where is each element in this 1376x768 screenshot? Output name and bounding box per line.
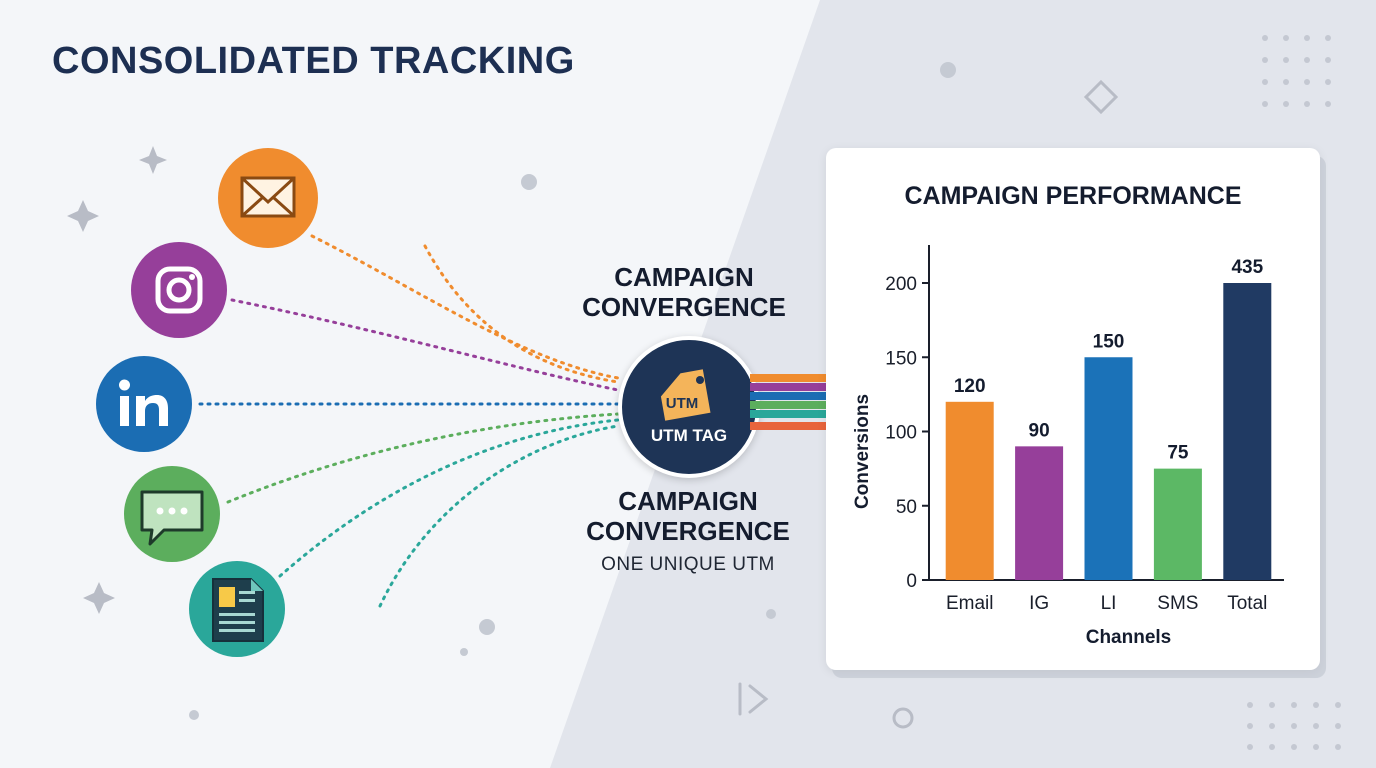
data-label: 150 [1093, 331, 1125, 352]
bar-li [1084, 357, 1133, 580]
x-tick-label: Email [946, 593, 994, 614]
decorative-ring [892, 707, 914, 729]
y-tick-label: 50 [896, 497, 917, 518]
sparkle-icon [67, 200, 99, 232]
stripe-document [750, 410, 828, 418]
x-tick-label: SMS [1157, 593, 1198, 614]
document-icon [212, 578, 264, 642]
email-channel-icon [218, 148, 318, 248]
instagram-path [230, 298, 620, 392]
bar-ig [1015, 446, 1064, 580]
bar-chart: 0 50 100 150 200 120 Email 90 IG 150 LI 75 SMS 435 Tot… [852, 245, 1284, 648]
page-title: CONSOLIDATED TRACKING [52, 40, 575, 82]
instagram-icon [155, 266, 203, 314]
decorative-dot [189, 710, 199, 720]
campaign-performance-card: CAMPAIGN PERFORMANCE 0 50 100 150 200 120 Emai… [826, 148, 1320, 670]
dot-grid-top-right [1262, 35, 1331, 107]
email-path [310, 234, 620, 380]
x-tick-label: LI [1101, 593, 1117, 614]
data-label: 120 [954, 376, 986, 397]
label-line: CONVERGENCE [586, 516, 790, 546]
linkedin-icon [119, 379, 168, 426]
bar-total [1223, 283, 1272, 580]
x-tick-label: IG [1029, 593, 1049, 614]
decorative-dot [766, 609, 776, 619]
y-tick-label: 150 [885, 348, 917, 369]
decorative-dot [940, 62, 956, 78]
decorative-dot [479, 619, 495, 635]
sms-channel-icon [124, 466, 220, 562]
stripe-sms [750, 401, 828, 409]
label-line: CAMPAIGN [614, 262, 754, 292]
label-line: CONVERGENCE [582, 292, 786, 322]
dot-grid-bottom-right [1247, 702, 1341, 750]
data-label: 90 [1029, 420, 1050, 441]
document-path-secondary [378, 424, 620, 608]
stripe-instagram [750, 383, 828, 391]
bar-sms [1153, 468, 1202, 580]
x-axis-title: Channels [1086, 627, 1172, 648]
email-path-secondary [423, 244, 620, 384]
y-tick-label: 0 [906, 571, 917, 592]
play-arrow-icon [738, 682, 769, 716]
y-tick-label: 100 [885, 423, 917, 444]
sparkle-icon [83, 582, 115, 614]
utm-tag-label: UTM TAG [650, 426, 728, 445]
utm-hub: UTM UTM TAG [618, 336, 760, 478]
chat-bubble-icon [140, 490, 204, 546]
x-tick-label: Total [1227, 593, 1267, 614]
stripe-email [750, 374, 828, 382]
stripe-linkedin [750, 392, 828, 400]
document-path [278, 418, 620, 578]
sparkle-icon [139, 146, 167, 174]
linkedin-channel-icon [96, 356, 192, 452]
envelope-icon [240, 176, 296, 218]
campaign-convergence-bottom-label: CAMPAIGN CONVERGENCE [558, 486, 818, 546]
chart-title: CAMPAIGN PERFORMANCE [904, 182, 1242, 210]
one-unique-utm-subtitle: ONE UNIQUE UTM [601, 554, 775, 575]
decorative-dot [521, 174, 537, 190]
campaign-convergence-top-label: CAMPAIGN CONVERGENCE [554, 262, 814, 322]
sms-path [226, 412, 620, 504]
document-channel-icon [189, 561, 285, 657]
y-axis-title: Conversions [852, 394, 873, 509]
data-label: 75 [1167, 443, 1189, 464]
tag-icon [658, 367, 713, 423]
convergence-lines [198, 234, 620, 608]
utm-tag-text: UTM [665, 395, 699, 412]
instagram-channel-icon [131, 242, 227, 338]
bar-email [945, 401, 994, 580]
label-line: CAMPAIGN [618, 486, 758, 516]
decorative-dot [460, 648, 468, 656]
y-tick-label: 200 [885, 274, 917, 295]
stripe-total [750, 422, 828, 430]
diamond-icon [1083, 79, 1119, 115]
data-label: 435 [1231, 257, 1263, 278]
